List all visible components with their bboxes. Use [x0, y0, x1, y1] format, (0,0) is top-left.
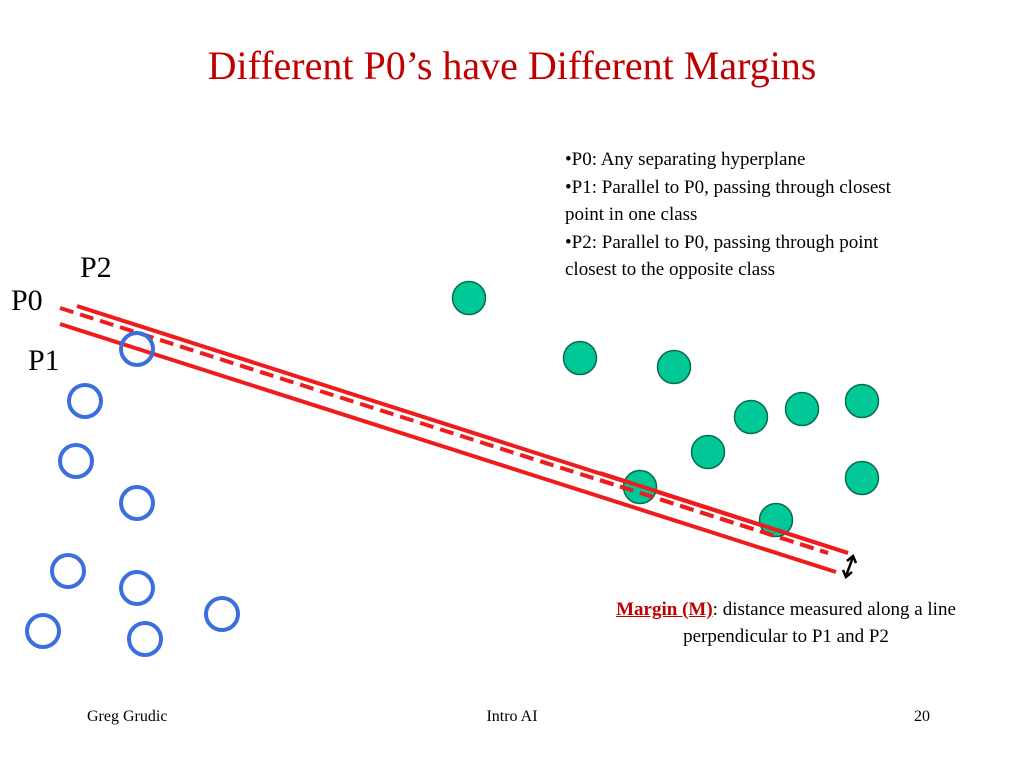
footer-course: Intro AI [486, 708, 538, 725]
class-a-point [119, 331, 155, 367]
class-a-point [25, 613, 61, 649]
double-arrow-icon [841, 553, 858, 580]
class-a-points [25, 331, 240, 657]
class-a-point [58, 443, 94, 479]
bullet-p2: •P2: Parallel to P0, passing through poi… [565, 231, 879, 281]
definition-list: •P0: Any separating hyperplane •P1: Para… [565, 146, 925, 284]
class-a-point [50, 553, 86, 589]
class-b-point [690, 434, 726, 470]
label-p1: P1 [28, 344, 60, 377]
label-p2: P2 [80, 251, 112, 284]
p1-line [59, 322, 837, 574]
class-b-point [656, 349, 692, 385]
class-a-point [127, 621, 163, 657]
bullet-p1: •P1: Parallel to P0, passing through clo… [565, 176, 891, 226]
p0-dashed-overlay [599, 478, 829, 555]
class-b-point [844, 383, 880, 419]
margin-definition: Margin (M): distance measured along a li… [600, 596, 972, 650]
class-b-point [451, 280, 487, 316]
footer-page-number: 20 [914, 708, 930, 725]
class-b-points [451, 280, 880, 538]
class-a-point [119, 485, 155, 521]
class-b-point [784, 391, 820, 427]
class-a-point [204, 596, 240, 632]
slide-title: Different P0’s have Different Margins [207, 43, 817, 88]
p2-line-overlay [599, 471, 849, 555]
p0-dashed-line [59, 306, 829, 555]
label-p0: P0 [11, 284, 43, 317]
class-b-point [844, 460, 880, 496]
class-b-point [733, 399, 769, 435]
class-b-point [562, 340, 598, 376]
footer-author: Greg Grudic [87, 708, 168, 725]
bullet-p0: •P0: Any separating hyperplane [565, 149, 806, 170]
class-a-point [119, 570, 155, 606]
margin-description: : distance measured along a line perpend… [683, 599, 956, 647]
margin-term: Margin (M) [616, 599, 713, 620]
class-a-point [67, 383, 103, 419]
